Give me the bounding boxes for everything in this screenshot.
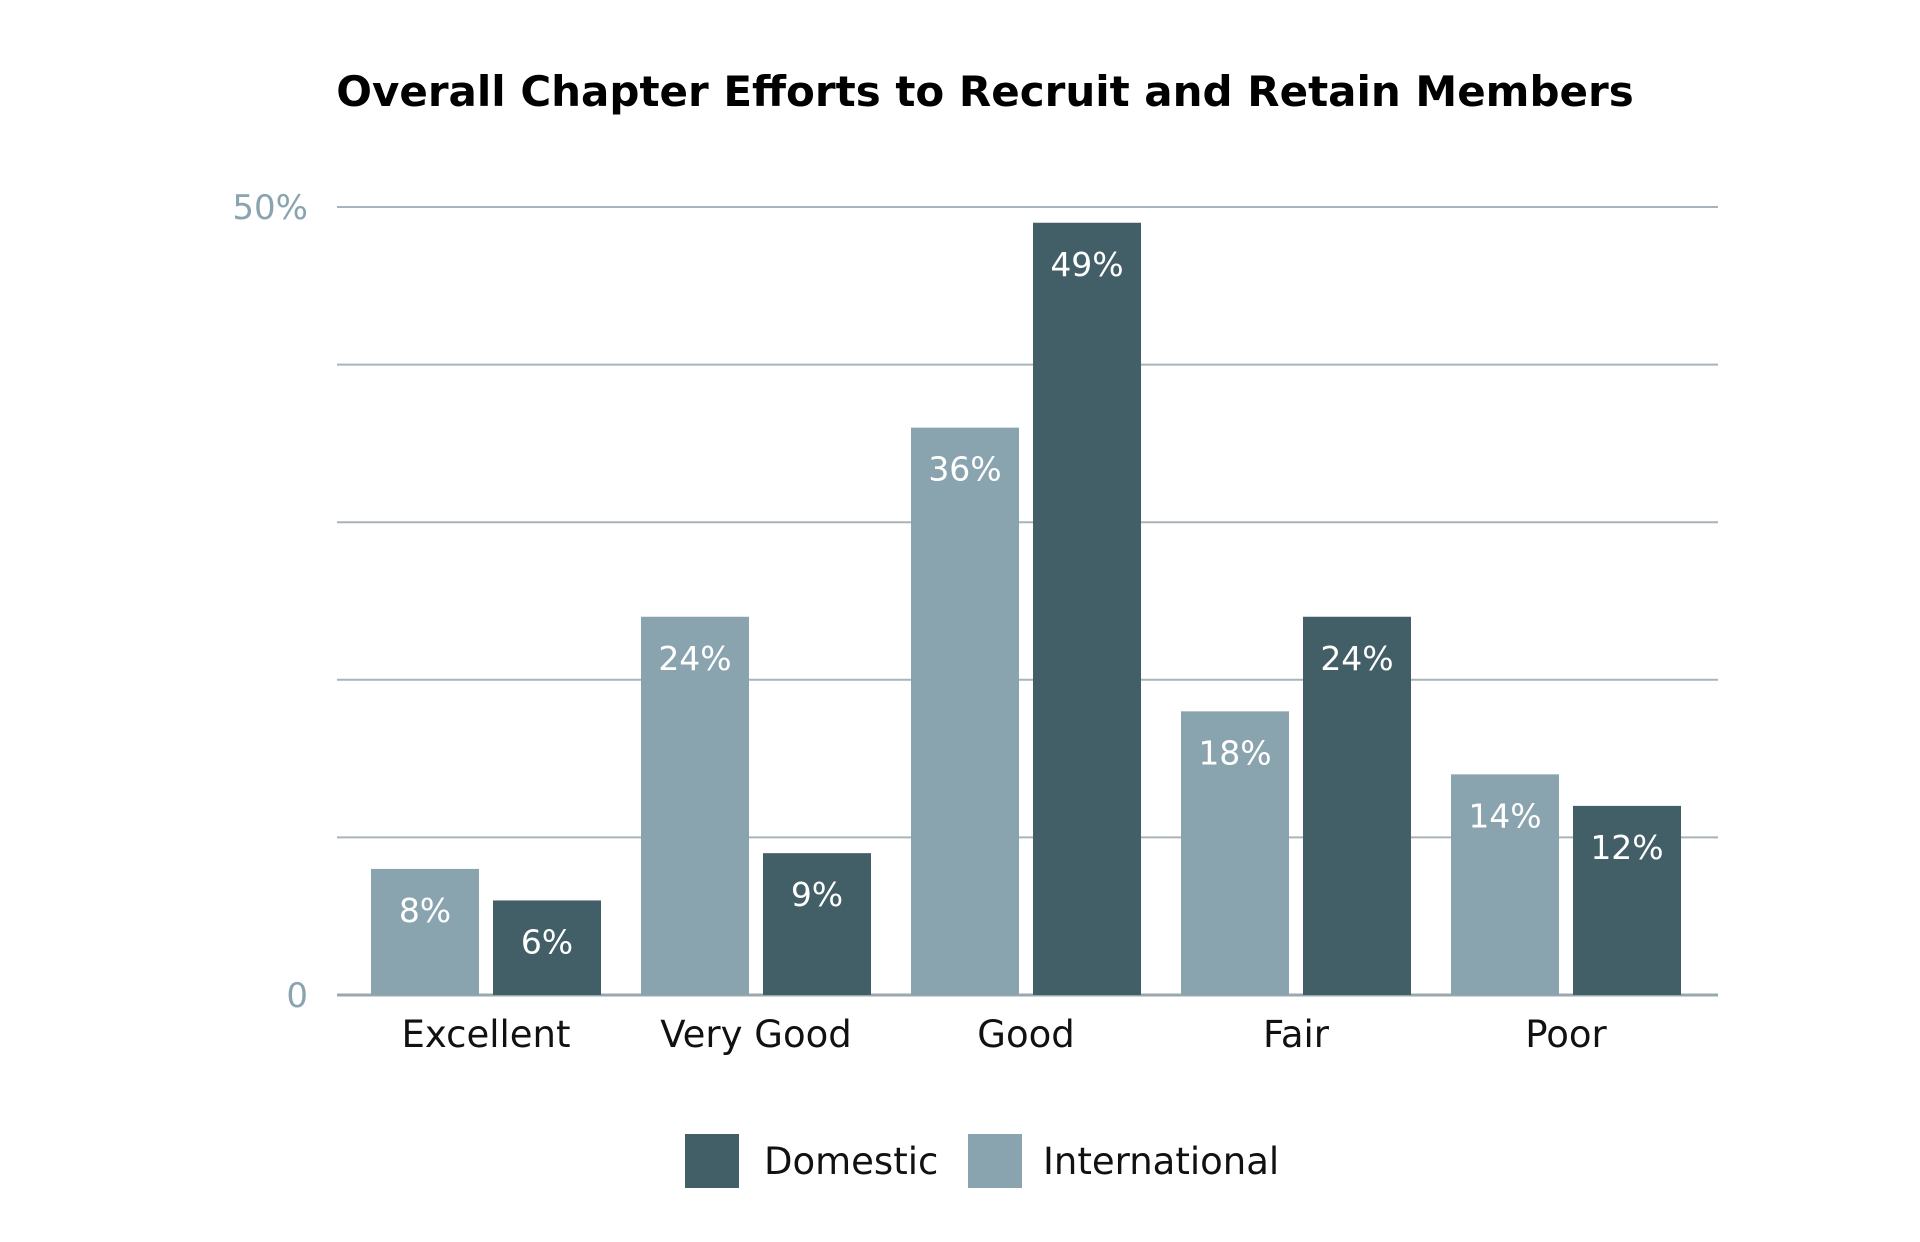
bar-value-label: 24%: [658, 639, 731, 678]
bar-domestic-good: [1033, 222, 1141, 995]
bar-international-good: [911, 427, 1019, 995]
legend-label-international: International: [1043, 1140, 1279, 1183]
bar-international-poor: [1451, 774, 1559, 995]
bar-international-fair: [1181, 711, 1289, 995]
x-tick-label: Good: [977, 1013, 1074, 1056]
x-axis-ticks: Excellent Very Good Good Fair Poor: [401, 1013, 1607, 1056]
bar-value-label: 8%: [399, 891, 451, 930]
legend: Domestic International: [685, 1134, 1279, 1188]
y-tick-label: 0: [286, 976, 308, 1016]
value-labels: 8% 6% 24% 9% 36% 49% 18% 24% 14% 12%: [399, 245, 1664, 962]
bar-value-label: 6%: [521, 922, 573, 961]
bar-international-very-good: [641, 616, 749, 995]
bar-value-label: 24%: [1320, 639, 1393, 678]
x-tick-label: Poor: [1525, 1013, 1607, 1056]
bar-value-label: 12%: [1590, 828, 1663, 867]
bar-domestic-excellent: [493, 900, 601, 995]
bar-domestic-fair: [1303, 616, 1411, 995]
bar-value-label: 36%: [928, 450, 1001, 489]
bar-value-label: 18%: [1198, 733, 1271, 772]
y-axis-ticks: 0 50%: [232, 188, 308, 1016]
legend-swatch-international: [968, 1134, 1022, 1188]
x-tick-label: Fair: [1263, 1013, 1330, 1056]
y-tick-label: 50%: [232, 188, 308, 228]
bar-value-label: 49%: [1050, 245, 1123, 284]
bar-domestic-very-good: [763, 853, 871, 995]
x-tick-label: Very Good: [660, 1013, 852, 1056]
chart-title: Overall Chapter Efforts to Recruit and R…: [336, 67, 1633, 116]
x-tick-label: Excellent: [401, 1013, 570, 1056]
legend-swatch-domestic: [685, 1134, 739, 1188]
bars: [371, 222, 1681, 995]
bar-international-excellent: [371, 868, 479, 995]
bar-value-label: 9%: [791, 875, 843, 914]
bar-value-label: 14%: [1468, 796, 1541, 835]
legend-label-domestic: Domestic: [764, 1140, 938, 1183]
bar-domestic-poor: [1573, 805, 1681, 995]
